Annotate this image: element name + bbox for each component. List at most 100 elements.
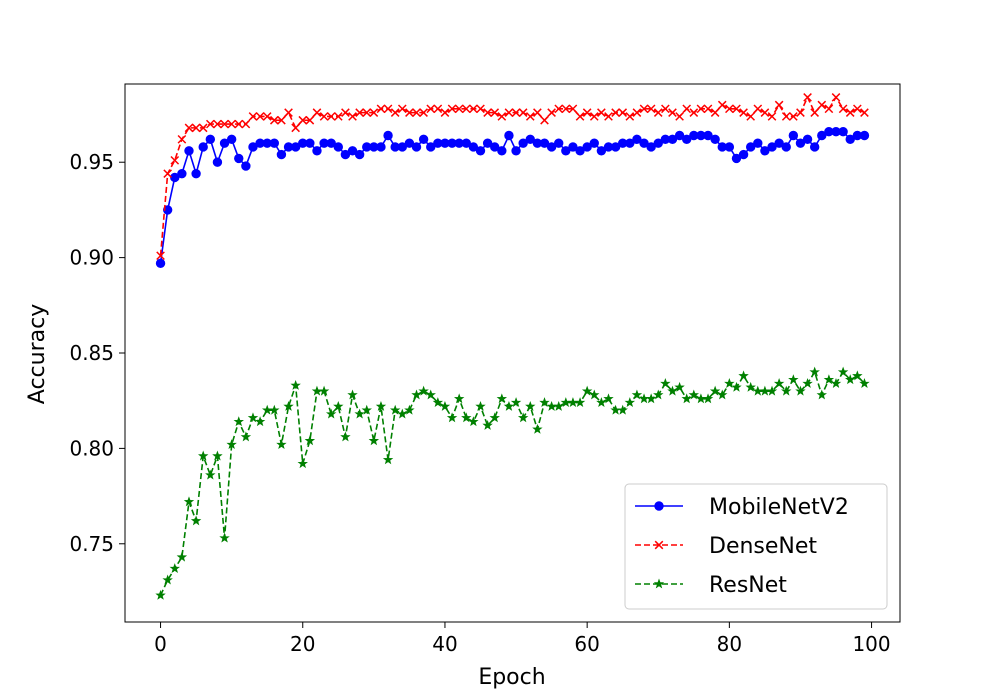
data-point-densenet: [497, 112, 507, 121]
data-point-densenet: [504, 108, 514, 117]
data-point-densenet: [810, 108, 820, 117]
data-point-mobilenetv2: [710, 134, 720, 145]
data-point-densenet: [213, 119, 222, 129]
data-point-resnet: [318, 385, 330, 396]
data-point-densenet: [689, 108, 699, 117]
legend-label-resnet: ResNet: [709, 573, 787, 598]
data-point-mobilenetv2: [817, 130, 827, 141]
data-point-densenet: [241, 119, 251, 129]
data-point-densenet: [269, 115, 279, 125]
axes-layer: 0 20 40 60 80 100 0.75 0.80 0.85 0.90 0.95: [69, 83, 901, 656]
series-mobilenetv2: [155, 126, 870, 269]
data-point-densenet: [604, 112, 613, 121]
data-point-resnet: [297, 458, 308, 469]
y-tick-label: 0.75: [69, 532, 114, 556]
data-point-densenet: [440, 108, 450, 117]
data-point-mobilenetv2: [845, 134, 855, 145]
data-point-resnet: [589, 389, 600, 400]
data-point-resnet: [205, 469, 216, 480]
data-point-resnet: [325, 408, 337, 419]
data-point-densenet: [561, 104, 571, 114]
data-point-resnet: [496, 393, 508, 404]
data-point-densenet: [703, 104, 713, 114]
data-point-densenet: [646, 104, 656, 114]
data-point-mobilenetv2: [554, 138, 564, 148]
series-line-resnet: [159, 370, 866, 596]
data-point-mobilenetv2: [162, 205, 173, 215]
data-point-densenet: [589, 112, 599, 121]
data-point-resnet: [276, 439, 287, 450]
data-point-densenet: [341, 108, 350, 117]
data-point-resnet: [809, 366, 820, 377]
data-point-densenet: [696, 104, 706, 114]
data-point-resnet: [660, 378, 671, 388]
data-point-densenet: [234, 119, 244, 129]
data-point-mobilenetv2: [205, 134, 216, 145]
data-point-mobilenetv2: [539, 138, 550, 148]
data-point-resnet: [503, 400, 515, 411]
data-point-resnet: [667, 385, 678, 396]
legend: MobileNetV2 DenseNet ResNet: [624, 483, 888, 610]
data-point-densenet: [831, 93, 841, 102]
data-point-densenet: [454, 104, 464, 114]
data-point-resnet: [382, 454, 394, 465]
data-point-resnet: [489, 412, 500, 423]
data-point-densenet: [675, 112, 684, 121]
data-point-resnet: [681, 393, 692, 404]
data-point-resnet: [375, 400, 387, 411]
data-point-resnet: [674, 381, 685, 392]
data-point-densenet: [568, 104, 578, 114]
x-tick-label: 0: [154, 632, 167, 656]
data-point-resnet: [233, 416, 244, 427]
data-point-resnet: [240, 431, 252, 442]
data-point-densenet: [845, 108, 855, 117]
data-point-mobilenetv2: [774, 138, 784, 148]
series-resnet: [155, 366, 870, 600]
data-point-mobilenetv2: [333, 142, 344, 152]
data-point-resnet: [304, 435, 316, 446]
data-point-resnet: [773, 378, 785, 388]
data-point-mobilenetv2: [546, 142, 557, 152]
data-point-resnet: [404, 404, 415, 415]
data-point-densenet: [725, 104, 734, 114]
data-point-resnet: [198, 450, 209, 461]
data-point-densenet: [355, 108, 364, 117]
data-point-resnet: [254, 416, 266, 427]
data-point-resnet: [553, 400, 564, 411]
data-point-densenet: [781, 112, 791, 121]
data-point-resnet: [247, 412, 259, 423]
data-point-densenet: [490, 108, 500, 117]
data-point-densenet: [639, 104, 649, 114]
data-point-densenet: [540, 115, 549, 125]
x-axis-title: Epoch: [478, 665, 545, 690]
legend-item-densenet: DenseNet: [635, 534, 817, 559]
data-point-mobilenetv2: [681, 134, 692, 145]
data-point-mobilenetv2: [276, 149, 287, 160]
data-point-mobilenetv2: [809, 142, 820, 152]
data-point-resnet: [290, 379, 301, 390]
legend-box: [624, 483, 888, 610]
data-point-mobilenetv2: [461, 138, 471, 148]
data-point-mobilenetv2: [589, 138, 599, 148]
data-point-mobilenetv2: [376, 142, 386, 152]
data-point-densenet: [803, 93, 812, 102]
data-point-densenet: [319, 112, 329, 121]
data-point-mobilenetv2: [241, 161, 251, 171]
data-point-resnet: [852, 370, 863, 381]
data-point-mobilenetv2: [582, 142, 592, 152]
data-point-resnet: [226, 439, 237, 450]
data-point-mobilenetv2: [191, 168, 201, 179]
data-point-densenet: [682, 104, 692, 114]
data-point-mobilenetv2: [219, 138, 230, 148]
data-point-mobilenetv2: [745, 142, 756, 152]
data-point-resnet: [510, 397, 522, 408]
data-point-resnet: [212, 450, 223, 461]
data-point-resnet: [468, 416, 479, 427]
data-point-mobilenetv2: [525, 134, 535, 145]
data-point-densenet: [824, 104, 834, 114]
data-point-resnet: [731, 381, 742, 392]
data-point-densenet: [198, 123, 208, 133]
data-point-densenet: [853, 104, 862, 114]
data-point-mobilenetv2: [397, 142, 407, 152]
data-point-mobilenetv2: [667, 134, 678, 145]
